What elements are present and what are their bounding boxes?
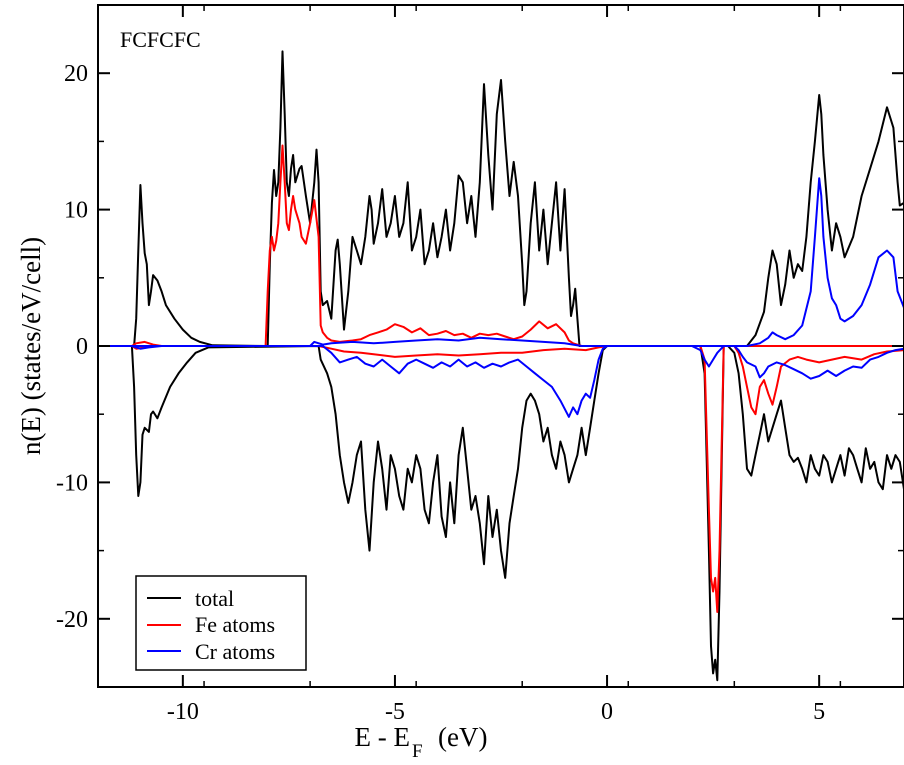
plot-frame [97, 4, 904, 688]
x-axis-title-subscript: F [412, 741, 423, 762]
x-axis-title-main: E - E [355, 722, 410, 752]
series-total-spin-down-line [98, 345, 904, 682]
series-cr-spin-up-line [98, 177, 904, 347]
panel-annotation: FCFCFC [120, 27, 201, 52]
x-axis-title-unit: (eV) [438, 722, 487, 752]
series-cr-spin-down-line [98, 345, 904, 418]
axes-layer: -10 -5 0 5 -20 -10 0 10 20 [56, 4, 904, 725]
legend-label-fe: Fe atoms [195, 612, 275, 637]
legend-box [135, 575, 307, 671]
y-tick-label: -20 [56, 607, 88, 633]
y-tick-label: 0 [76, 334, 88, 360]
y-tick-label: 10 [64, 198, 88, 224]
x-tick-label: -10 [167, 699, 199, 725]
series-fe-spin-down-line [98, 345, 904, 613]
y-axis-title: n(E) (states/eV/cell) [16, 237, 46, 455]
series-fe-spin-up-line [98, 144, 904, 347]
x-axis-title: E - E F (eV) [355, 722, 488, 762]
legend-label-total: total [195, 586, 234, 611]
x-tick-label: -5 [385, 699, 405, 725]
y-tick-label: 20 [64, 61, 88, 87]
legend-label-cr: Cr atoms [195, 639, 275, 664]
legend: total Fe atoms Cr atoms [135, 575, 307, 671]
series-total-spin-up-line [98, 50, 904, 347]
curves-layer [98, 50, 904, 682]
x-tick-label: 5 [813, 699, 825, 725]
x-tick-label: 0 [601, 699, 613, 725]
y-tick-label: -10 [56, 470, 88, 496]
